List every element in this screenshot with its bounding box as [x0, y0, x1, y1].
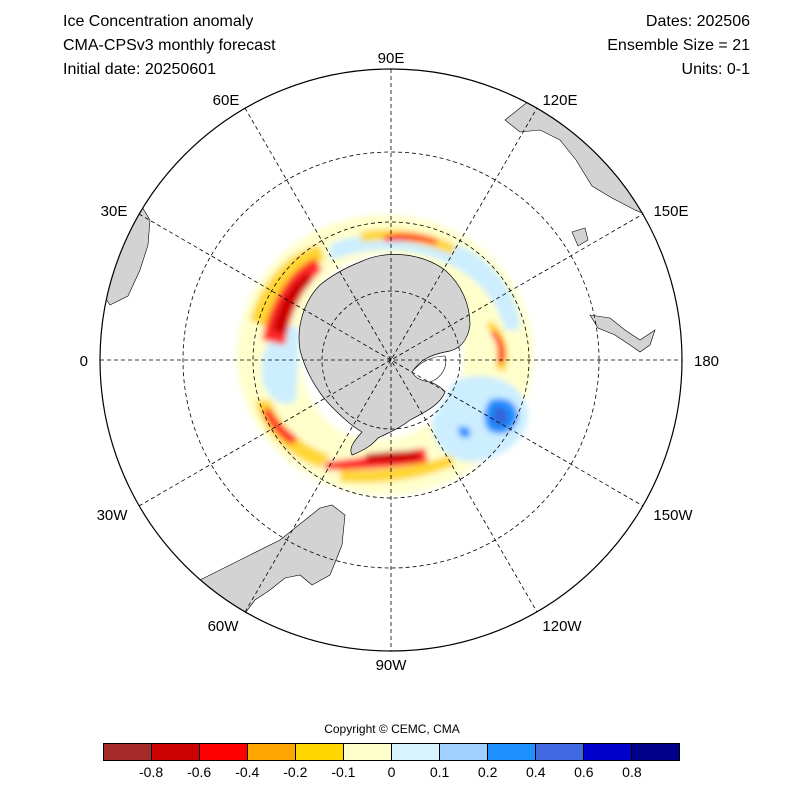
copyright-label: Copyright © CEMC, CMA: [324, 722, 460, 736]
colorbar-swatch: [440, 744, 488, 760]
colorbar-swatch: [632, 744, 679, 760]
forecast-dates: Dates: 202506: [645, 13, 750, 30]
map-subtitle: CMA-CPSv3 monthly forecast: [63, 37, 276, 54]
lon-label-60w: 60W: [208, 618, 240, 635]
colorbar-tick-label: -0.2: [283, 764, 308, 780]
colorbar-tick-label: 0.6: [574, 764, 594, 780]
map-content: [100, 91, 681, 651]
tasmania-island: [571, 227, 589, 247]
colorbar-swatch: [584, 744, 632, 760]
lon-label-120e: 120E: [542, 92, 577, 109]
colorbar-tick-label: 0.4: [526, 764, 546, 780]
initial-date: Initial date: 20250601: [63, 61, 217, 78]
lon-label-150e: 150E: [653, 203, 688, 220]
colorbar-swatch: [296, 744, 344, 760]
lon-label-60e: 60E: [213, 92, 240, 109]
colorbar-tick-label: -0.1: [331, 764, 356, 780]
colorbar-tick-label: -0.6: [187, 764, 212, 780]
lon-label-180: 180: [694, 353, 719, 370]
map-title: Ice Concentration anomaly: [63, 13, 254, 30]
colorbar-swatch: [344, 744, 392, 760]
colorbar-tick-label: 0: [387, 764, 396, 780]
lon-label-30e: 30E: [101, 203, 128, 220]
lon-label-90e: 90E: [378, 50, 405, 67]
colorbar-swatch: [152, 744, 200, 760]
colorbar-tick-label: -0.8: [139, 764, 164, 780]
ensemble-size: Ensemble Size = 21: [607, 37, 750, 54]
colorbar-swatch: [200, 744, 248, 760]
ross-ice-shelf: [411, 355, 447, 383]
map-boundary: [99, 68, 683, 652]
units-label: Units: 0-1: [681, 61, 750, 78]
graticule: [100, 69, 682, 651]
colorbar: [103, 743, 680, 761]
south-america-landmass: [159, 504, 346, 651]
colorbar-tick-label: -0.4: [235, 764, 260, 780]
antarctica-landmass: [298, 254, 471, 456]
lon-label-150w: 150W: [653, 507, 693, 524]
colorbar-tick-label: 0.2: [477, 764, 498, 780]
colorbar-swatch: [104, 744, 152, 760]
colorbar-swatch: [392, 744, 440, 760]
colorbar-tick-label: 0.1: [429, 764, 450, 780]
africa-landmass: [100, 206, 151, 306]
colorbar-swatch: [248, 744, 296, 760]
australia-landmass: [504, 91, 681, 221]
colorbar-swatch: [536, 744, 584, 760]
lon-label-120w: 120W: [542, 618, 582, 635]
new-zealand-island: [589, 314, 656, 353]
colorbar-tick-label: 0.8: [622, 764, 642, 780]
colorbar-swatch: [488, 744, 536, 760]
lon-label-0: 0: [80, 353, 88, 370]
lon-label-30w: 30W: [97, 507, 129, 524]
lon-label-90w: 90W: [376, 657, 408, 674]
